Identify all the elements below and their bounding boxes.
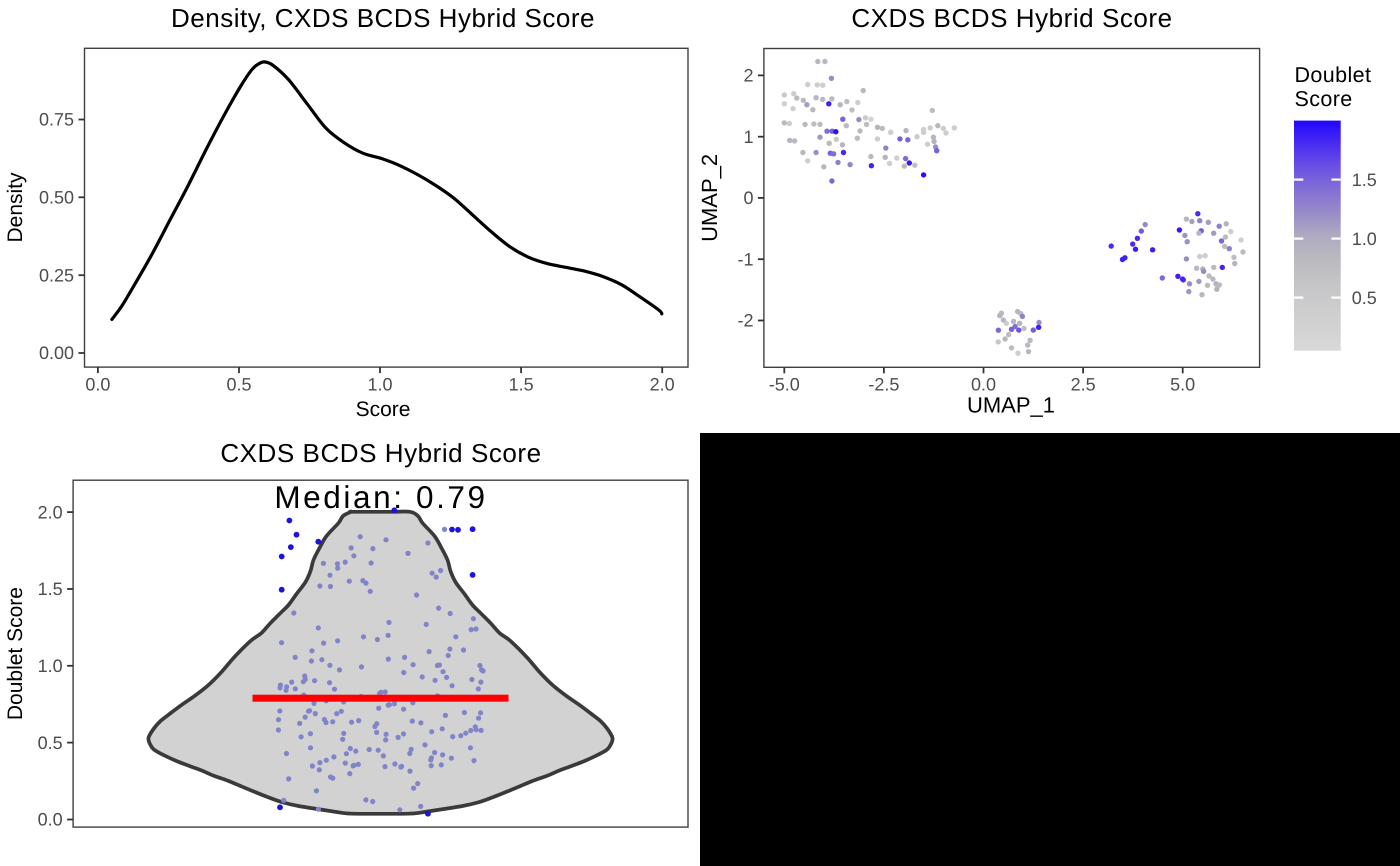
svg-text:0.5: 0.5 [1352, 288, 1377, 308]
svg-text:0.0: 0.0 [971, 375, 996, 395]
svg-text:1.5: 1.5 [38, 579, 63, 599]
svg-text:Density: Density [4, 172, 27, 243]
svg-text:0.75: 0.75 [39, 110, 74, 130]
svg-text:0.5: 0.5 [38, 733, 63, 753]
svg-text:-1: -1 [737, 249, 753, 269]
svg-text:1.0: 1.0 [38, 656, 63, 676]
svg-text:2: 2 [743, 66, 753, 86]
svg-text:CXDS BCDS Hybrid Score: CXDS BCDS Hybrid Score [851, 3, 1172, 33]
svg-text:-2.5: -2.5 [868, 375, 899, 395]
svg-text:0.0: 0.0 [85, 375, 110, 395]
svg-text:0.50: 0.50 [39, 188, 74, 208]
svg-text:Median: 0.79: Median: 0.79 [274, 479, 487, 515]
svg-text:0: 0 [743, 188, 753, 208]
svg-text:0.5: 0.5 [226, 375, 251, 395]
svg-text:1: 1 [743, 127, 753, 147]
svg-text:Score: Score [356, 398, 411, 421]
svg-text:Doublet Score: Doublet Score [4, 587, 27, 720]
svg-text:Density, CXDS BCDS Hybrid Scor: Density, CXDS BCDS Hybrid Score [171, 3, 595, 33]
svg-text:Doublet: Doublet [1295, 63, 1372, 87]
svg-text:2.0: 2.0 [38, 502, 63, 522]
svg-text:0.00: 0.00 [39, 343, 74, 363]
svg-text:1.5: 1.5 [509, 375, 534, 395]
svg-text:1.0: 1.0 [1352, 229, 1377, 249]
svg-text:UMAP_1: UMAP_1 [967, 393, 1055, 418]
svg-text:5.0: 5.0 [1170, 375, 1195, 395]
svg-text:2.0: 2.0 [650, 375, 675, 395]
svg-text:CXDS BCDS Hybrid Score: CXDS BCDS Hybrid Score [220, 438, 541, 468]
svg-text:Score: Score [1295, 87, 1353, 111]
svg-text:-2: -2 [737, 311, 753, 331]
svg-text:0.0: 0.0 [38, 810, 63, 830]
svg-text:-5.0: -5.0 [769, 375, 800, 395]
svg-text:2.5: 2.5 [1071, 375, 1096, 395]
svg-text:1.0: 1.0 [367, 375, 392, 395]
svg-text:1.5: 1.5 [1352, 170, 1377, 190]
svg-text:UMAP_2: UMAP_2 [697, 154, 722, 242]
svg-text:0.25: 0.25 [39, 265, 74, 285]
